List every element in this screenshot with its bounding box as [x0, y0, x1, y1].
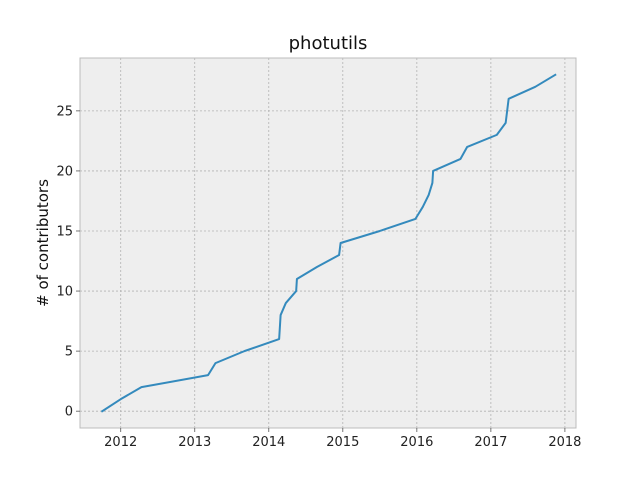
- x-tick-label: 2016: [400, 435, 433, 450]
- y-axis-ticks: 0 5 10 15 20 25: [56, 104, 80, 420]
- x-tick-label: 2012: [104, 435, 137, 450]
- y-tick-label: 15: [56, 224, 73, 239]
- x-axis-ticks: 2012 2013 2014 2015 2016 2017 2018: [104, 428, 581, 450]
- y-tick-label: 20: [56, 164, 73, 179]
- y-tick-label: 25: [56, 104, 73, 119]
- series-layer: [100, 73, 557, 413]
- x-tick-label: 2013: [178, 435, 211, 450]
- x-tick-label: 2018: [548, 435, 581, 450]
- plot-background: [80, 58, 576, 428]
- chart-title: photutils: [289, 33, 368, 54]
- y-tick-label: 5: [65, 345, 73, 360]
- y-axis-title: # of contributors: [34, 179, 52, 307]
- y-tick-label: 10: [56, 285, 73, 300]
- y-tick-label: 0: [65, 405, 73, 420]
- x-tick-label: 2015: [326, 435, 359, 450]
- plot-frame: [79, 57, 577, 429]
- x-tick-label: 2017: [474, 435, 507, 450]
- contributors-line: [100, 73, 557, 413]
- x-tick-label: 2014: [252, 435, 285, 450]
- grid: [80, 58, 576, 428]
